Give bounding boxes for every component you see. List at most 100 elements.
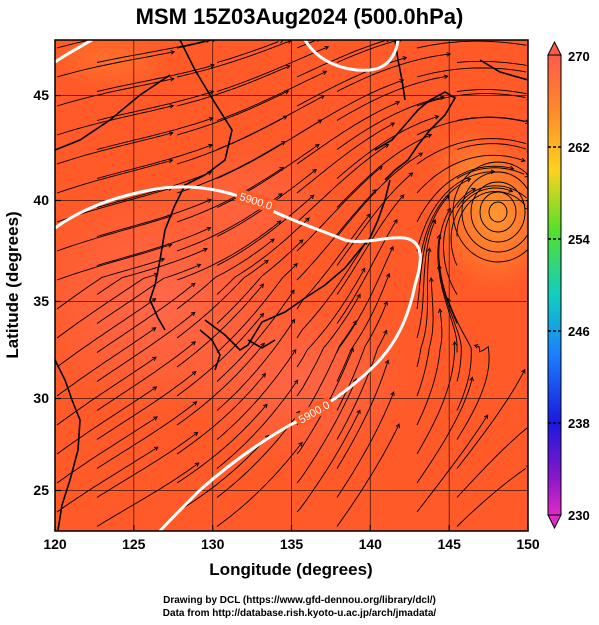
streamline xyxy=(416,165,514,223)
streamline-arrowhead xyxy=(281,141,286,146)
contour-5900-topleft xyxy=(55,40,93,64)
streamline xyxy=(56,273,158,339)
streamline xyxy=(416,117,524,136)
vortex-ring xyxy=(461,171,528,253)
streamline-arrowhead xyxy=(525,465,528,470)
streamline xyxy=(296,101,400,165)
streamline-arrowhead xyxy=(151,356,157,362)
streamline xyxy=(56,243,172,281)
streamline-arrowhead xyxy=(426,247,432,253)
y-tick-label: 30 xyxy=(33,390,49,406)
streamline xyxy=(456,89,527,95)
streamline-arrowhead xyxy=(466,178,472,183)
streamline xyxy=(56,416,158,484)
contour-5900-upper xyxy=(303,40,400,72)
streamline xyxy=(56,40,87,49)
streamline xyxy=(296,166,383,252)
streamline xyxy=(96,371,197,440)
streamline-arrowhead xyxy=(402,56,408,61)
streamline xyxy=(296,189,377,281)
streamline xyxy=(176,435,270,513)
streamline xyxy=(296,144,389,223)
streamline xyxy=(176,90,289,136)
streamline xyxy=(416,67,526,78)
streamline-arrowhead xyxy=(427,133,433,139)
streamline-arrowhead xyxy=(385,272,391,278)
streamline xyxy=(416,154,526,194)
streamline-arrowhead xyxy=(383,329,388,335)
streamline xyxy=(450,187,513,266)
streamline-arrowhead xyxy=(521,368,526,374)
streamline-arrowhead xyxy=(280,40,284,44)
streamline xyxy=(416,219,436,339)
streamline xyxy=(96,431,198,498)
streamline-arrowhead xyxy=(152,386,158,391)
streamline xyxy=(336,115,439,179)
streamline-arrowhead xyxy=(277,193,283,198)
x-tick-label: 130 xyxy=(201,536,225,552)
streamline-arrowhead xyxy=(393,218,398,224)
streamline-arrowhead xyxy=(436,234,442,239)
streamline-arrowhead xyxy=(322,70,328,75)
streamline xyxy=(56,132,173,165)
y-tick-label: 40 xyxy=(33,192,49,208)
streamline xyxy=(296,122,395,194)
streamline xyxy=(56,446,159,513)
y-axis-label: Latitude (degrees) xyxy=(3,211,22,358)
streamline xyxy=(456,426,528,498)
streamline-arrowhead xyxy=(389,245,394,251)
streamline-arrowhead xyxy=(446,207,451,213)
streamline-arrowhead xyxy=(206,226,212,232)
x-tick-label: 125 xyxy=(122,536,146,552)
temperature-field xyxy=(55,40,528,531)
streamline xyxy=(336,301,388,411)
streamline xyxy=(96,199,212,237)
streamline-arrowhead xyxy=(324,45,330,51)
streamline xyxy=(216,144,320,208)
streamline-arrowhead xyxy=(399,194,405,199)
streamline xyxy=(176,115,288,165)
streamline xyxy=(216,46,329,92)
streamline xyxy=(456,185,527,208)
streamline-arrowhead xyxy=(259,283,265,289)
streamline xyxy=(216,319,295,411)
credits: Drawing by DCL (https://www.gfd-dennou.o… xyxy=(0,594,599,620)
streamline-arrowhead xyxy=(169,104,175,109)
streamline xyxy=(296,40,385,78)
streamline-arrowhead xyxy=(431,219,437,224)
streamline xyxy=(56,258,165,310)
streamline-arrowhead xyxy=(151,327,157,332)
streamline xyxy=(56,78,174,107)
streamline xyxy=(456,167,525,179)
streamline xyxy=(216,70,327,121)
x-axis-label: Longitude (degrees) xyxy=(209,560,372,579)
streamline-arrowhead xyxy=(153,416,158,421)
streamline-arrowhead xyxy=(356,409,361,415)
map-title: MSM 15Z03Aug2024 (500.0hPa) xyxy=(135,4,464,29)
streamline-arrowhead xyxy=(207,198,212,203)
streamline-arrowhead xyxy=(293,262,298,268)
streamline-arrowhead xyxy=(168,158,174,164)
streamline-arrowhead xyxy=(168,131,174,136)
colorbar-bottom-arrow xyxy=(547,514,562,530)
streamline-arrowhead xyxy=(312,168,318,174)
streamline-arrowhead xyxy=(285,64,291,70)
streamline xyxy=(336,219,398,324)
streamline-arrowhead xyxy=(261,372,266,378)
streamline-arrowhead xyxy=(292,348,297,354)
vortex-ring xyxy=(470,181,526,243)
streamline-arrowhead xyxy=(202,247,208,253)
x-tick-label: 150 xyxy=(516,536,540,552)
streamline-arrowhead xyxy=(317,119,323,124)
streamline xyxy=(336,391,395,498)
streamline xyxy=(336,360,389,469)
streamline-arrowhead xyxy=(390,122,396,127)
streamline-arrowhead xyxy=(192,401,198,406)
streamline xyxy=(296,240,368,339)
streamline xyxy=(416,309,443,426)
streamline xyxy=(96,401,197,469)
y-tick-label: 45 xyxy=(33,87,49,103)
streamline-arrowhead xyxy=(298,239,304,244)
streamline-arrowhead xyxy=(378,165,383,171)
streamline-arrowhead xyxy=(490,169,496,175)
